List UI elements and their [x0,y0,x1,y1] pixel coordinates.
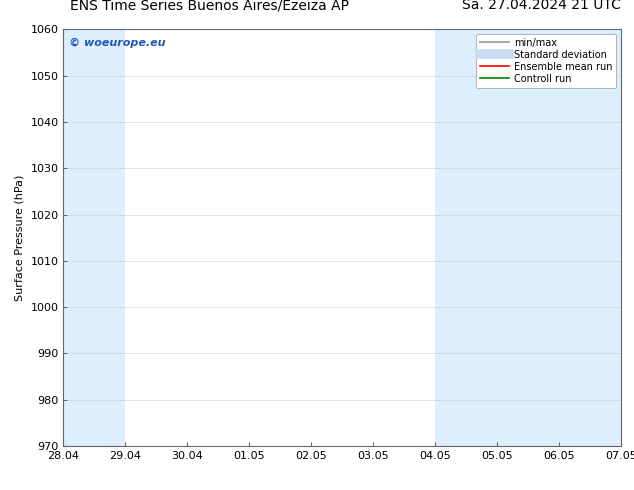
Legend: min/max, Standard deviation, Ensemble mean run, Controll run: min/max, Standard deviation, Ensemble me… [476,34,616,88]
Bar [497,29,559,446]
Text: © woeurope.eu: © woeurope.eu [69,38,165,48]
Text: ENS Time Series Buenos Aires/Ezeiza AP: ENS Time Series Buenos Aires/Ezeiza AP [70,0,349,12]
Text: Sa. 27.04.2024 21 UTC: Sa. 27.04.2024 21 UTC [462,0,621,12]
Bar [559,29,621,446]
Bar [63,29,126,446]
Y-axis label: Surface Pressure (hPa): Surface Pressure (hPa) [15,174,25,301]
Bar [436,29,497,446]
